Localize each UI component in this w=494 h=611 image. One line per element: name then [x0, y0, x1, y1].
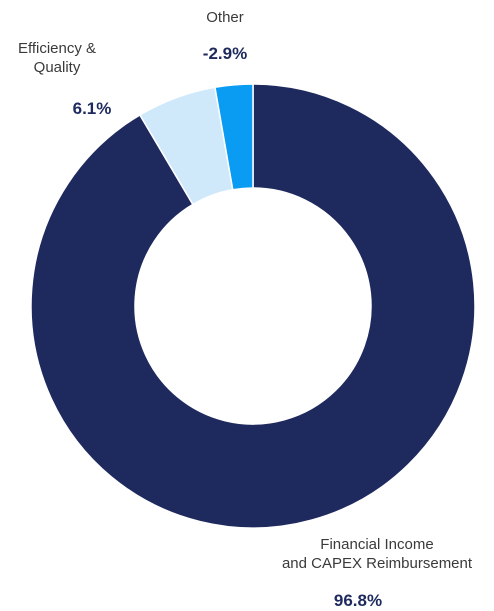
other-value-label: -2.9% — [202, 44, 248, 63]
efficiency-label-line-1: Efficiency & — [17, 40, 97, 57]
other-category-label: Other — [190, 8, 260, 27]
donut-slice-2 — [214, 83, 254, 191]
financial-income-category-label: Financial Income and CAPEX Reimbursement — [260, 535, 494, 573]
financial-income-value-label: 96.8% — [333, 591, 383, 610]
financial-label-line-1: Financial Income — [320, 536, 434, 553]
financial-label-line-2: and CAPEX Reimbursement — [281, 555, 473, 572]
efficiency-category-label: Efficiency & Quality — [0, 39, 114, 77]
donut-slice-0 — [30, 83, 476, 529]
other-label-line-1: Other — [206, 9, 244, 26]
efficiency-label-line-2: Quality — [33, 59, 81, 76]
efficiency-value-label: 6.1% — [72, 99, 112, 118]
